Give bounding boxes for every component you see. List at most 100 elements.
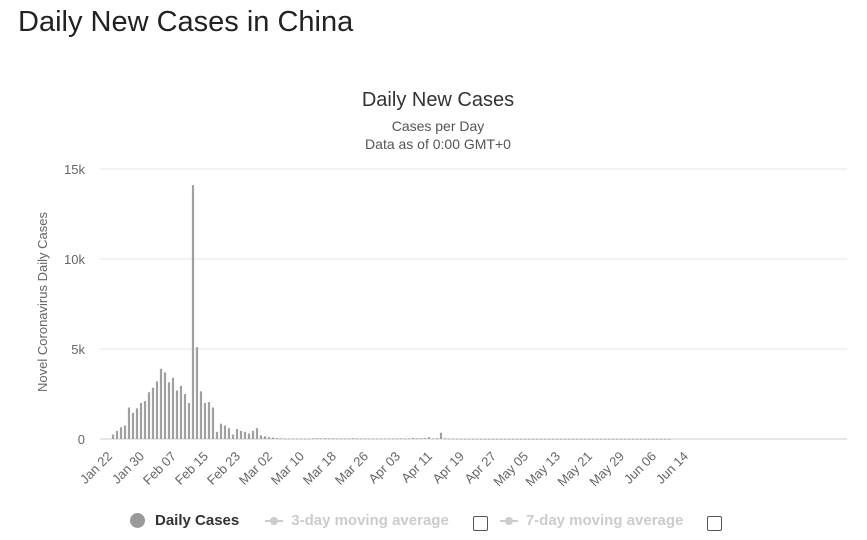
bar xyxy=(271,437,275,439)
bar xyxy=(191,185,195,439)
bar xyxy=(451,438,455,440)
bar xyxy=(659,438,663,440)
legend-7-day-average-marker xyxy=(499,514,518,528)
bar xyxy=(595,438,599,440)
legend-item-7-day-average[interactable]: 7-day moving average xyxy=(499,512,683,529)
bar xyxy=(215,431,219,439)
bar xyxy=(391,438,395,440)
bar xyxy=(211,407,215,439)
legend-item-daily-cases[interactable]: Daily Cases xyxy=(130,512,239,529)
bar xyxy=(395,438,399,440)
y-tick-label: 15k xyxy=(64,162,85,177)
bar xyxy=(499,438,503,440)
x-tick-label: Jun 14 xyxy=(653,449,691,487)
bar xyxy=(251,430,255,439)
bar xyxy=(479,438,483,440)
bar xyxy=(447,438,451,440)
bar xyxy=(243,431,247,439)
x-tick-label: May 21 xyxy=(554,449,595,490)
bar xyxy=(503,438,507,440)
bar xyxy=(283,438,287,440)
bar xyxy=(179,385,183,439)
bar xyxy=(423,438,427,439)
bar xyxy=(111,434,115,439)
bar xyxy=(507,438,511,440)
bar xyxy=(531,438,535,440)
y-axis-label: Novel Coronavirus Daily Cases xyxy=(35,212,50,392)
bar xyxy=(187,403,191,439)
legend-item-3-day-average[interactable]: 3-day moving average xyxy=(265,512,449,529)
bar xyxy=(303,438,307,440)
bar xyxy=(195,347,199,439)
bar xyxy=(431,438,435,440)
bar xyxy=(523,438,527,440)
bar xyxy=(359,438,363,440)
x-tick-label: Feb 15 xyxy=(172,449,211,488)
bar xyxy=(367,438,371,440)
bar xyxy=(535,438,539,440)
bar xyxy=(159,368,163,439)
bar xyxy=(647,438,651,440)
bar xyxy=(323,438,327,439)
bar xyxy=(667,438,671,440)
bar xyxy=(439,432,443,439)
bar xyxy=(351,438,355,439)
bar xyxy=(467,438,471,440)
bar xyxy=(619,438,623,440)
bar xyxy=(411,437,415,439)
bar xyxy=(567,438,571,440)
bar xyxy=(227,428,231,439)
bar xyxy=(167,382,171,439)
bar xyxy=(355,438,359,440)
bar xyxy=(627,438,631,440)
chart-title: Daily New Cases xyxy=(362,89,514,111)
bar xyxy=(155,381,159,439)
bar xyxy=(591,438,595,440)
bar xyxy=(427,437,431,439)
bar xyxy=(291,438,295,440)
bar xyxy=(483,438,487,440)
x-tick-label: Mar 02 xyxy=(236,449,275,488)
legend-3-day-average-marker xyxy=(265,514,284,528)
legend-daily-cases-marker xyxy=(130,513,145,528)
bar xyxy=(495,438,499,440)
legend-3-day-average-label: 3-day moving average xyxy=(291,512,449,529)
bar xyxy=(527,438,531,440)
bar xyxy=(515,438,519,440)
y-tick-label: 10k xyxy=(64,252,85,267)
bar xyxy=(475,438,479,440)
y-tick-label: 0 xyxy=(78,432,85,447)
bar xyxy=(219,423,223,439)
bar xyxy=(435,438,439,439)
bar xyxy=(235,429,239,439)
bar xyxy=(335,438,339,440)
bar xyxy=(327,438,331,440)
page-heading: Daily New Cases in China xyxy=(18,6,354,38)
checkbox-3-day-average[interactable] xyxy=(472,516,488,531)
legend-daily-cases-label: Daily Cases xyxy=(155,512,240,529)
x-tick-label: Jan 22 xyxy=(77,449,115,487)
x-tick-label: Apr 11 xyxy=(398,449,435,486)
bar xyxy=(563,438,567,440)
bar xyxy=(115,430,119,439)
bar xyxy=(471,438,475,440)
x-tick-label: May 29 xyxy=(586,449,627,490)
bar xyxy=(203,403,207,439)
chart-subtitle-line: Data as of 0:00 GMT+0 xyxy=(365,136,511,152)
x-tick-label: May 05 xyxy=(490,449,531,490)
checkbox-7-day-average[interactable] xyxy=(707,516,723,531)
bar xyxy=(135,408,139,439)
bar xyxy=(231,434,235,439)
bar xyxy=(407,438,411,440)
bar xyxy=(399,438,403,440)
y-tick-label: 5k xyxy=(71,342,85,357)
bar xyxy=(315,438,319,440)
bar xyxy=(579,438,583,440)
bar xyxy=(615,438,619,440)
bar xyxy=(543,438,547,440)
bar xyxy=(299,438,303,440)
bar xyxy=(139,403,143,439)
bar xyxy=(147,392,151,439)
bar xyxy=(643,438,647,440)
